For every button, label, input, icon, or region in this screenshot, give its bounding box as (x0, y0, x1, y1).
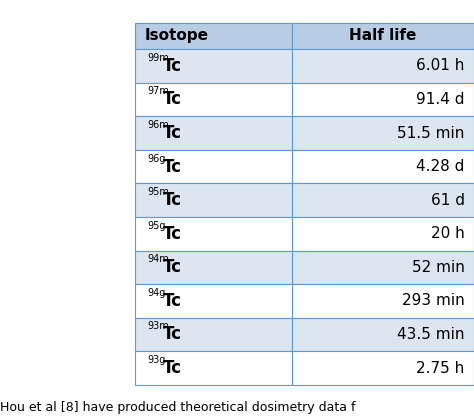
Text: Isotope: Isotope (145, 28, 209, 43)
Bar (135, 116, 292, 150)
Bar (135, 83, 292, 116)
Text: Tc: Tc (163, 191, 182, 209)
Bar (292, 83, 474, 116)
Text: 94g: 94g (147, 288, 165, 298)
Text: 43.5 min: 43.5 min (397, 327, 465, 342)
Bar (292, 217, 474, 250)
Text: Tc: Tc (163, 292, 182, 310)
Bar (135, 250, 292, 284)
Text: 95m: 95m (147, 187, 169, 197)
Bar (292, 351, 474, 385)
Text: Tc: Tc (163, 359, 182, 377)
Bar (135, 49, 292, 83)
Text: 96g: 96g (147, 154, 165, 163)
Bar (292, 49, 474, 83)
Bar (135, 318, 292, 351)
Bar (292, 318, 474, 351)
Text: Tc: Tc (163, 57, 182, 75)
Bar (292, 150, 474, 183)
Text: Half life: Half life (349, 28, 417, 43)
Text: Tc: Tc (163, 325, 182, 344)
Text: 293 min: 293 min (402, 293, 465, 308)
Text: 93m: 93m (147, 322, 169, 332)
Text: 99m: 99m (147, 53, 169, 63)
Bar (135, 284, 292, 318)
Text: 20 h: 20 h (431, 226, 465, 241)
Bar (135, 217, 292, 250)
Bar (135, 22, 292, 49)
Bar (135, 183, 292, 217)
Bar (292, 284, 474, 318)
Text: 94m: 94m (147, 254, 169, 264)
Text: 93g: 93g (147, 355, 165, 365)
Bar (292, 183, 474, 217)
Bar (292, 22, 474, 49)
Text: 51.5 min: 51.5 min (397, 126, 465, 141)
Text: Tc: Tc (163, 158, 182, 176)
Text: 95g: 95g (147, 221, 165, 231)
Text: Hou et al [8] have produced theoretical dosimetry data f: Hou et al [8] have produced theoretical … (0, 401, 356, 414)
Text: 2.75 h: 2.75 h (416, 361, 465, 376)
Text: 52 min: 52 min (411, 260, 465, 275)
Text: 97m: 97m (147, 87, 169, 97)
Text: Tc: Tc (163, 225, 182, 243)
Bar (135, 351, 292, 385)
Text: 91.4 d: 91.4 d (416, 92, 465, 107)
Text: Tc: Tc (163, 91, 182, 109)
Text: Tc: Tc (163, 124, 182, 142)
Text: 4.28 d: 4.28 d (416, 159, 465, 174)
Bar (292, 116, 474, 150)
Text: 61 d: 61 d (430, 193, 465, 208)
Text: 96m: 96m (147, 120, 169, 130)
Text: Tc: Tc (163, 258, 182, 276)
Text: 6.01 h: 6.01 h (416, 58, 465, 73)
Bar (292, 250, 474, 284)
Bar (135, 150, 292, 183)
